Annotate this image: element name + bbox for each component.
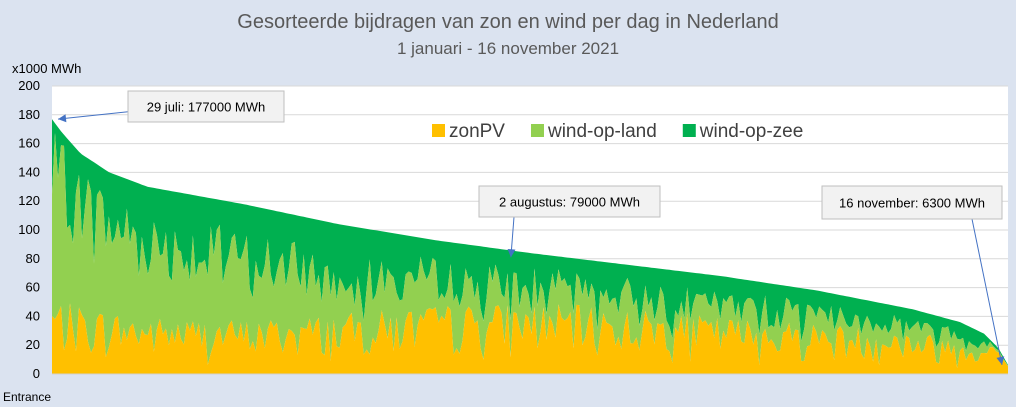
- legend-swatch: [682, 124, 696, 137]
- legend: zonPV wind-op-land wind-op-zee: [432, 121, 803, 142]
- annotation-box: [127, 90, 285, 123]
- chart-title: Gesorteerde bijdragen van zon en wind pe…: [237, 11, 778, 33]
- y-tick-label: 180: [18, 107, 40, 122]
- legend-label: wind-op-land: [547, 121, 657, 142]
- annotation-min: 16 november: 6300 MWh: [821, 185, 1005, 366]
- series-areas: [52, 119, 1008, 374]
- x-axis-label: Entrance: [3, 390, 51, 404]
- y-tick-label: 200: [18, 78, 40, 93]
- annotation-max: 29 juli: 177000 MWh: [57, 90, 285, 123]
- annotation-box: [478, 185, 661, 218]
- legend-item-sea: wind-op-zee: [682, 121, 804, 142]
- annotation-mid: 2 augustus: 79000 MWh: [478, 185, 661, 258]
- annotation-arrow: [971, 218, 1003, 366]
- series-sun-area: [52, 303, 1008, 374]
- annotation-arrowhead: [507, 248, 516, 258]
- y-tick-label: 80: [26, 251, 40, 266]
- legend-label: wind-op-zee: [699, 121, 804, 142]
- y-tick-label: 100: [18, 222, 40, 237]
- annotation-box: [821, 185, 1003, 220]
- series-sea-area: [52, 119, 1008, 366]
- chart-subtitle: 1 januari - 16 november 2021: [397, 39, 619, 58]
- y-axis-ticks: 0 20 40 60 80 100 120 140 160 180 200: [18, 78, 40, 381]
- y-tick-label: 160: [18, 136, 40, 151]
- y-tick-label: 40: [26, 308, 40, 323]
- y-tick-label: 20: [26, 337, 40, 352]
- y-tick-label: 120: [18, 193, 40, 208]
- y-tick-label: 0: [33, 366, 40, 381]
- annotation-text: 29 juli: 177000 MWh: [147, 100, 266, 115]
- legend-item-sun: zonPV: [432, 121, 505, 142]
- annotation-text: 16 november: 6300 MWh: [839, 196, 985, 211]
- legend-swatch: [530, 124, 544, 137]
- y-tick-label: 140: [18, 164, 40, 179]
- legend-label: zonPV: [449, 121, 505, 142]
- annotation-arrowhead: [58, 114, 67, 123]
- legend-item-land: wind-op-land: [530, 121, 657, 142]
- y-tick-label: 60: [26, 280, 40, 295]
- annotation-text: 2 augustus: 79000 MWh: [499, 195, 640, 210]
- series-land-area: [52, 133, 1008, 369]
- y-axis-unit: x1000 MWh: [12, 61, 81, 76]
- annotations: 29 juli: 177000 MWh 2 augustus: 79000 MWh…: [57, 90, 1005, 366]
- annotation-arrowhead: [996, 356, 1005, 365]
- legend-swatch: [432, 124, 445, 137]
